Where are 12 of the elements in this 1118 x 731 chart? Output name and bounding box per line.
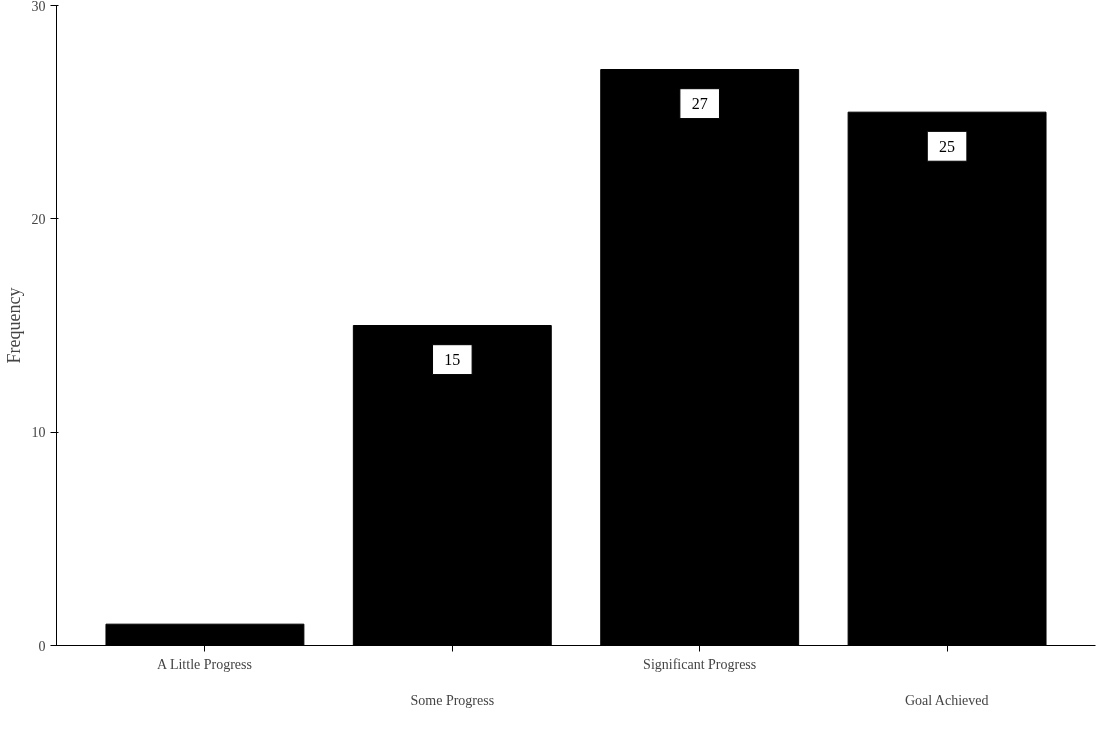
data-label: 27 bbox=[691, 95, 708, 113]
x-tick-label: Significant Progress bbox=[643, 656, 757, 672]
x-tick-label: A Little Progress bbox=[157, 656, 252, 672]
y-axis-title: Frequency bbox=[3, 287, 24, 364]
y-tick-label: 0 bbox=[38, 638, 46, 654]
data-label: 15 bbox=[444, 351, 461, 369]
x-tick-label: Goal Achieved bbox=[904, 692, 989, 708]
y-tick-label: 10 bbox=[31, 425, 46, 441]
data-label: 25 bbox=[939, 137, 956, 155]
x-tick-label: Some Progress bbox=[410, 692, 495, 708]
y-tick-label: 20 bbox=[31, 211, 46, 227]
y-tick-label: 30 bbox=[31, 0, 46, 14]
